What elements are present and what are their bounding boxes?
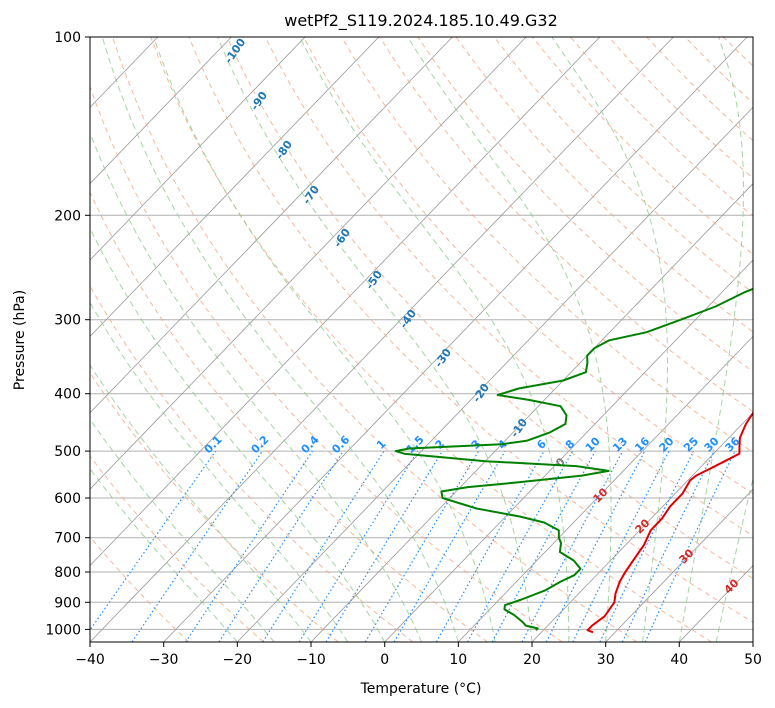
moist-adiabat-line [101, 37, 459, 642]
x-tick-label: −40 [75, 652, 105, 668]
y-tick-label: 200 [54, 208, 81, 224]
y-tick-label: 700 [54, 531, 81, 547]
dry-adiabat-line [302, 37, 753, 495]
x-axis-label: Temperature (°C) [360, 681, 482, 697]
plot-area: 0.1 0.2 0.4 0.6 1 1.5 2 3 4 6 8 10 13 16 20 25 30 36-100-… [90, 37, 753, 642]
isotherm-line [90, 37, 527, 490]
x-tick-label: −30 [149, 652, 179, 668]
isotherm-line [531, 412, 753, 642]
mixing-ratio-line [491, 450, 596, 642]
x-tick-label: 20 [523, 652, 541, 668]
moist-adiabat-line [90, 301, 349, 642]
sounding-traces [394, 287, 753, 634]
mixing-ratio-line [466, 450, 574, 642]
isotherm-line [458, 335, 753, 642]
y-tick-label: 300 [54, 313, 81, 329]
dry-adiabat-line [90, 85, 563, 642]
y-tick-label: 1000 [45, 622, 81, 638]
moist-adiabat-line [678, 37, 744, 642]
x-tick-label: 50 [744, 652, 762, 668]
moist-adiabat-line [90, 227, 386, 642]
moist-adiabat-line [299, 37, 570, 642]
dry-adiabat-line [90, 284, 414, 642]
mixing-ratio-lines [90, 450, 736, 642]
mixing-ratio-line [131, 450, 263, 642]
y-tick-label: 500 [54, 444, 81, 460]
plot-frame [89, 36, 754, 643]
dry-adiabat-line [226, 37, 753, 580]
mixing-ratio-line [572, 450, 670, 642]
moist-adiabat-line [217, 37, 533, 642]
moist-adiabat-line [715, 476, 753, 642]
isotherm-line [384, 259, 753, 642]
dry-adiabat-line [112, 37, 638, 642]
isotherm-grid [90, 37, 753, 642]
moist-adiabat-line [90, 131, 422, 642]
y-tick-label: 600 [54, 491, 81, 507]
dry-adiabat-line [188, 37, 753, 623]
y-tick-label: 900 [54, 595, 81, 611]
mixing-ratio-line [621, 450, 715, 642]
dry-adiabat-line [379, 37, 753, 413]
dewpoint-trace [394, 287, 753, 631]
dry-adiabat-line [90, 371, 339, 642]
moist-adiabat-line [90, 467, 238, 642]
isotherm-line [163, 37, 748, 642]
x-axis: −40 −30 −20 −10 0 10 20 30 40 50 [75, 642, 762, 668]
y-tick-label: 400 [54, 387, 81, 403]
isotherm-line [90, 37, 453, 414]
y-tick-label: 800 [54, 565, 81, 581]
x-tick-label: 30 [597, 652, 615, 668]
x-tick-label: −10 [296, 652, 326, 668]
mixing-ratio-line [90, 450, 217, 632]
dry-adiabat-line [493, 37, 753, 294]
mixing-ratio-line [218, 450, 344, 642]
moist-adiabats [90, 37, 753, 642]
x-tick-label: 10 [449, 652, 467, 668]
moist-adiabat-line [407, 37, 612, 642]
mixing-ratio-line [545, 450, 646, 642]
isotherm-line [605, 488, 753, 642]
isotherm-line [90, 37, 232, 185]
x-tick-label: 40 [670, 652, 688, 668]
y-axis-label: Pressure (hPa) [12, 290, 28, 390]
y-tick-label: 100 [54, 30, 81, 46]
moist-adiabat-line [90, 418, 275, 642]
moist-adiabat-line [551, 37, 668, 642]
mixing-ratio-line [644, 450, 736, 642]
chart-title: wetPf2_S119.2024.185.10.49.G32 [284, 11, 558, 31]
mixing-ratio-line [521, 450, 624, 642]
dry-adiabat-line [264, 37, 753, 537]
dry-adiabat-line [341, 37, 753, 453]
isotherm-line [90, 37, 306, 261]
x-tick-label: −20 [223, 652, 253, 668]
moist-adiabat-line [90, 364, 312, 642]
temperature-trace [586, 411, 753, 634]
dry-adiabat-line [150, 37, 712, 642]
x-tick-label: 0 [380, 652, 389, 668]
isotherm-line [90, 37, 380, 338]
dry-adiabat-line [455, 37, 753, 333]
mixing-ratio-line [393, 450, 506, 642]
dry-adiabat-line [90, 191, 488, 642]
moist-adiabat-line [153, 37, 496, 642]
dry-adiabats [90, 37, 753, 642]
isotherm-line [237, 106, 753, 642]
mixing-ratio-line [185, 450, 313, 642]
y-axis: 100 200 300 400 500 600 700 800 900 1000 [45, 30, 90, 638]
mixing-ratio-line [599, 450, 695, 642]
isotherm-line [90, 37, 601, 567]
